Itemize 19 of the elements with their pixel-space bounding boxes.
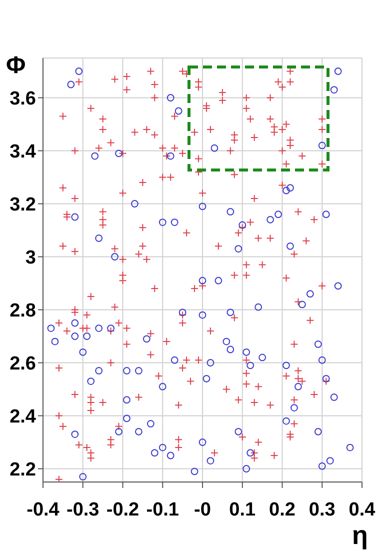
x-axis-title: η xyxy=(352,520,368,551)
y-tick-label: 3 xyxy=(25,247,36,268)
x-tick-label: -0.2 xyxy=(106,499,140,520)
y-tick-label: 2.6 xyxy=(10,353,36,374)
x-tick-label: -0.3 xyxy=(66,499,100,520)
x-tick-label: 0.4 xyxy=(348,499,376,520)
x-tick-label: 0.1 xyxy=(229,499,256,520)
x-tick-label: 0.3 xyxy=(308,499,336,520)
y-tick-label: 3.4 xyxy=(10,141,36,162)
y-tick-label: 2.4 xyxy=(10,406,36,428)
x-tick-label: 0.2 xyxy=(269,499,296,520)
y-tick-label: 2.2 xyxy=(10,459,36,480)
x-tick-label: -0.4 xyxy=(26,499,60,520)
y-tick-label: 2.8 xyxy=(10,300,36,322)
y-tick-label: 3.2 xyxy=(10,194,36,216)
x-tick-label: -0 xyxy=(194,499,211,520)
y-axis-title: Φ xyxy=(6,52,26,80)
y-tick-label: 3.6 xyxy=(10,88,36,110)
x-tick-label: -0.1 xyxy=(146,499,180,520)
